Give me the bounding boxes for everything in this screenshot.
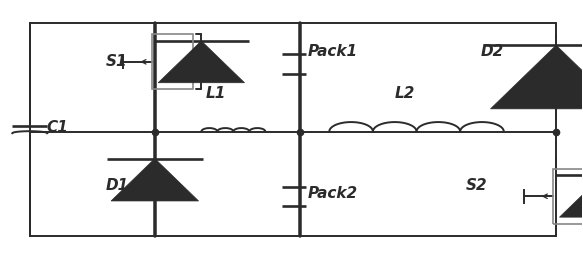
Bar	[152, 35, 192, 90]
Text: C1: C1	[46, 120, 68, 134]
Text: L1: L1	[206, 85, 226, 100]
Text: Pack2: Pack2	[307, 185, 357, 200]
Polygon shape	[560, 176, 583, 217]
Polygon shape	[158, 42, 244, 83]
Text: L2: L2	[395, 85, 415, 100]
Text: D2: D2	[480, 44, 504, 59]
Polygon shape	[490, 46, 583, 109]
Text: Pack1: Pack1	[307, 44, 357, 59]
Polygon shape	[111, 159, 199, 201]
Bar	[553, 169, 583, 224]
Text: S1: S1	[106, 54, 127, 69]
Text: S2: S2	[466, 178, 487, 193]
Text: D1: D1	[106, 178, 129, 193]
